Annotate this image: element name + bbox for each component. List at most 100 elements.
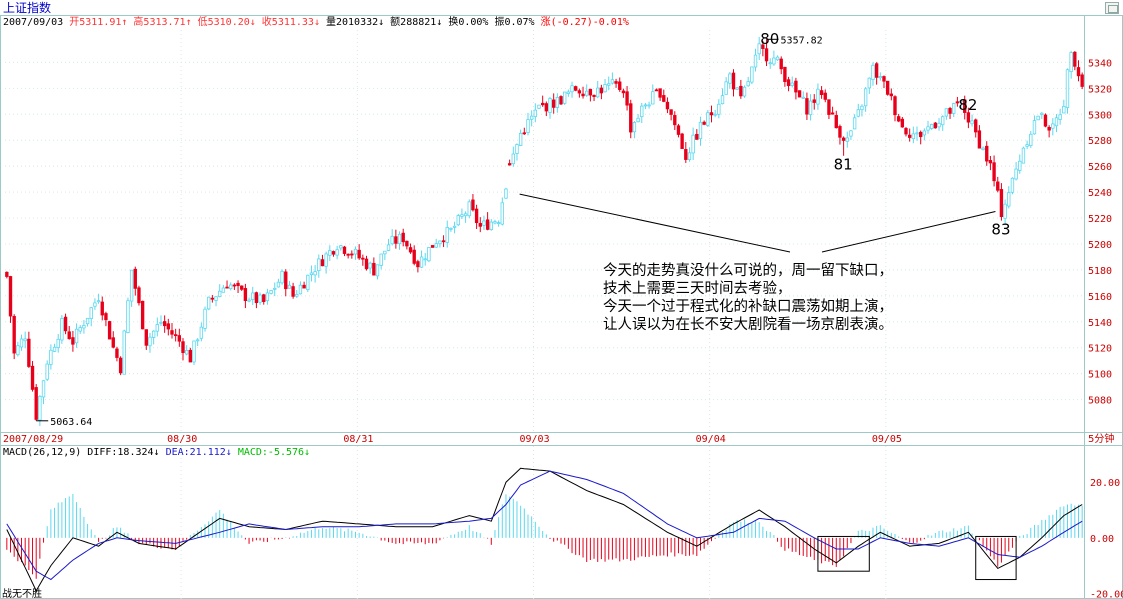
candle-body	[900, 118, 905, 128]
candle-body	[485, 219, 490, 230]
candle-body	[184, 350, 189, 355]
candle-body	[1025, 144, 1029, 147]
date-tick-label: 09/03	[519, 434, 549, 445]
candle-body	[379, 253, 383, 266]
macd-tick-label: 0.00	[1090, 534, 1114, 545]
candle-body	[1007, 192, 1011, 207]
candle-body	[563, 91, 567, 104]
candle-body	[845, 137, 849, 142]
candle-body	[1032, 120, 1037, 135]
candle-body	[133, 268, 137, 289]
candle-body	[78, 327, 82, 332]
candle-body	[930, 124, 934, 129]
candle-body	[144, 329, 148, 346]
candle-body	[1062, 105, 1066, 114]
candle-body	[834, 115, 838, 129]
candle-body	[709, 112, 714, 116]
macd-tick-label: 20.00	[1090, 478, 1120, 489]
candle-body	[203, 308, 207, 329]
candle-body	[254, 292, 259, 304]
header-field: 开5311.91↑	[69, 17, 133, 28]
candle-body	[768, 62, 772, 65]
candle-body	[959, 100, 963, 103]
candle-body	[236, 282, 240, 287]
candle-body	[390, 235, 394, 245]
candle-body	[419, 256, 424, 268]
candle-body	[335, 249, 339, 256]
candle-body	[830, 112, 835, 115]
candle-body	[82, 325, 86, 329]
candle-body	[100, 301, 104, 316]
candle-body	[1047, 126, 1051, 131]
candle-body	[207, 296, 211, 310]
candle-body	[1058, 114, 1062, 120]
candle-body	[728, 73, 732, 84]
candle-body	[1069, 52, 1073, 72]
candle-body	[251, 292, 255, 300]
candle-body	[284, 271, 288, 290]
candle-body	[511, 153, 515, 165]
candle-body	[71, 337, 75, 345]
candle-body	[478, 223, 482, 227]
wave-label: 81	[834, 156, 853, 174]
candle-body	[915, 132, 919, 135]
candle-body	[273, 287, 277, 290]
candle-body	[52, 346, 57, 352]
candle-body	[904, 128, 908, 135]
price-tick-label: 5320	[1088, 84, 1112, 95]
candle-body	[317, 258, 321, 272]
candle-body	[394, 236, 398, 244]
candle-body	[783, 66, 787, 82]
price-tick-label: 5200	[1088, 240, 1112, 251]
candle-body	[555, 97, 560, 108]
candle-body	[988, 160, 993, 164]
header-field: 换0.00%	[448, 15, 494, 28]
candle-body	[874, 63, 879, 78]
candle-body	[331, 251, 336, 255]
candle-body	[896, 116, 901, 122]
candle-body	[463, 213, 468, 217]
quote-header: 2007/09/03 开5311.91↑ 高5313.71↑ 低5310.20↓…	[3, 15, 629, 28]
candle-body	[218, 290, 222, 297]
candle-body	[849, 130, 853, 137]
candle-body	[96, 300, 101, 303]
candle-body	[654, 89, 659, 92]
window-toggle-button[interactable]	[1105, 2, 1119, 14]
date-tick-label: 2007/08/29	[3, 434, 63, 445]
candle-body	[1036, 115, 1040, 121]
candle-body	[702, 121, 706, 125]
candle-body	[8, 276, 13, 317]
candle-body	[427, 247, 431, 262]
candle-body	[5, 271, 9, 277]
candle-body	[966, 112, 971, 123]
candle-body	[19, 338, 24, 348]
candle-body	[408, 247, 413, 253]
candle-body	[621, 90, 626, 94]
candle-body	[566, 91, 571, 94]
candle-body	[49, 349, 53, 365]
candle-body	[350, 253, 354, 256]
candle-body	[731, 72, 736, 90]
candle-body	[287, 284, 292, 289]
price-tick-label: 5260	[1088, 162, 1112, 173]
candle-body	[985, 145, 989, 162]
candle-body	[104, 313, 108, 321]
candle-body	[265, 292, 270, 302]
candle-body	[665, 101, 670, 110]
candle-body	[651, 91, 655, 105]
candle-body	[907, 134, 912, 138]
candle-body	[258, 294, 262, 303]
candle-body	[173, 334, 178, 337]
candle-body	[515, 144, 519, 154]
candle-body	[952, 103, 956, 114]
header-field: 低5310.20↓	[198, 15, 262, 28]
date-tick-label: 08/31	[343, 434, 373, 445]
dea-line	[6, 470, 1083, 581]
candle-body	[937, 122, 941, 128]
header-field: 涨(-0.27)-0.01%	[541, 16, 629, 28]
candle-body	[662, 95, 666, 102]
candle-body	[636, 117, 640, 123]
candle-body	[115, 348, 119, 358]
candle-body	[603, 84, 607, 93]
